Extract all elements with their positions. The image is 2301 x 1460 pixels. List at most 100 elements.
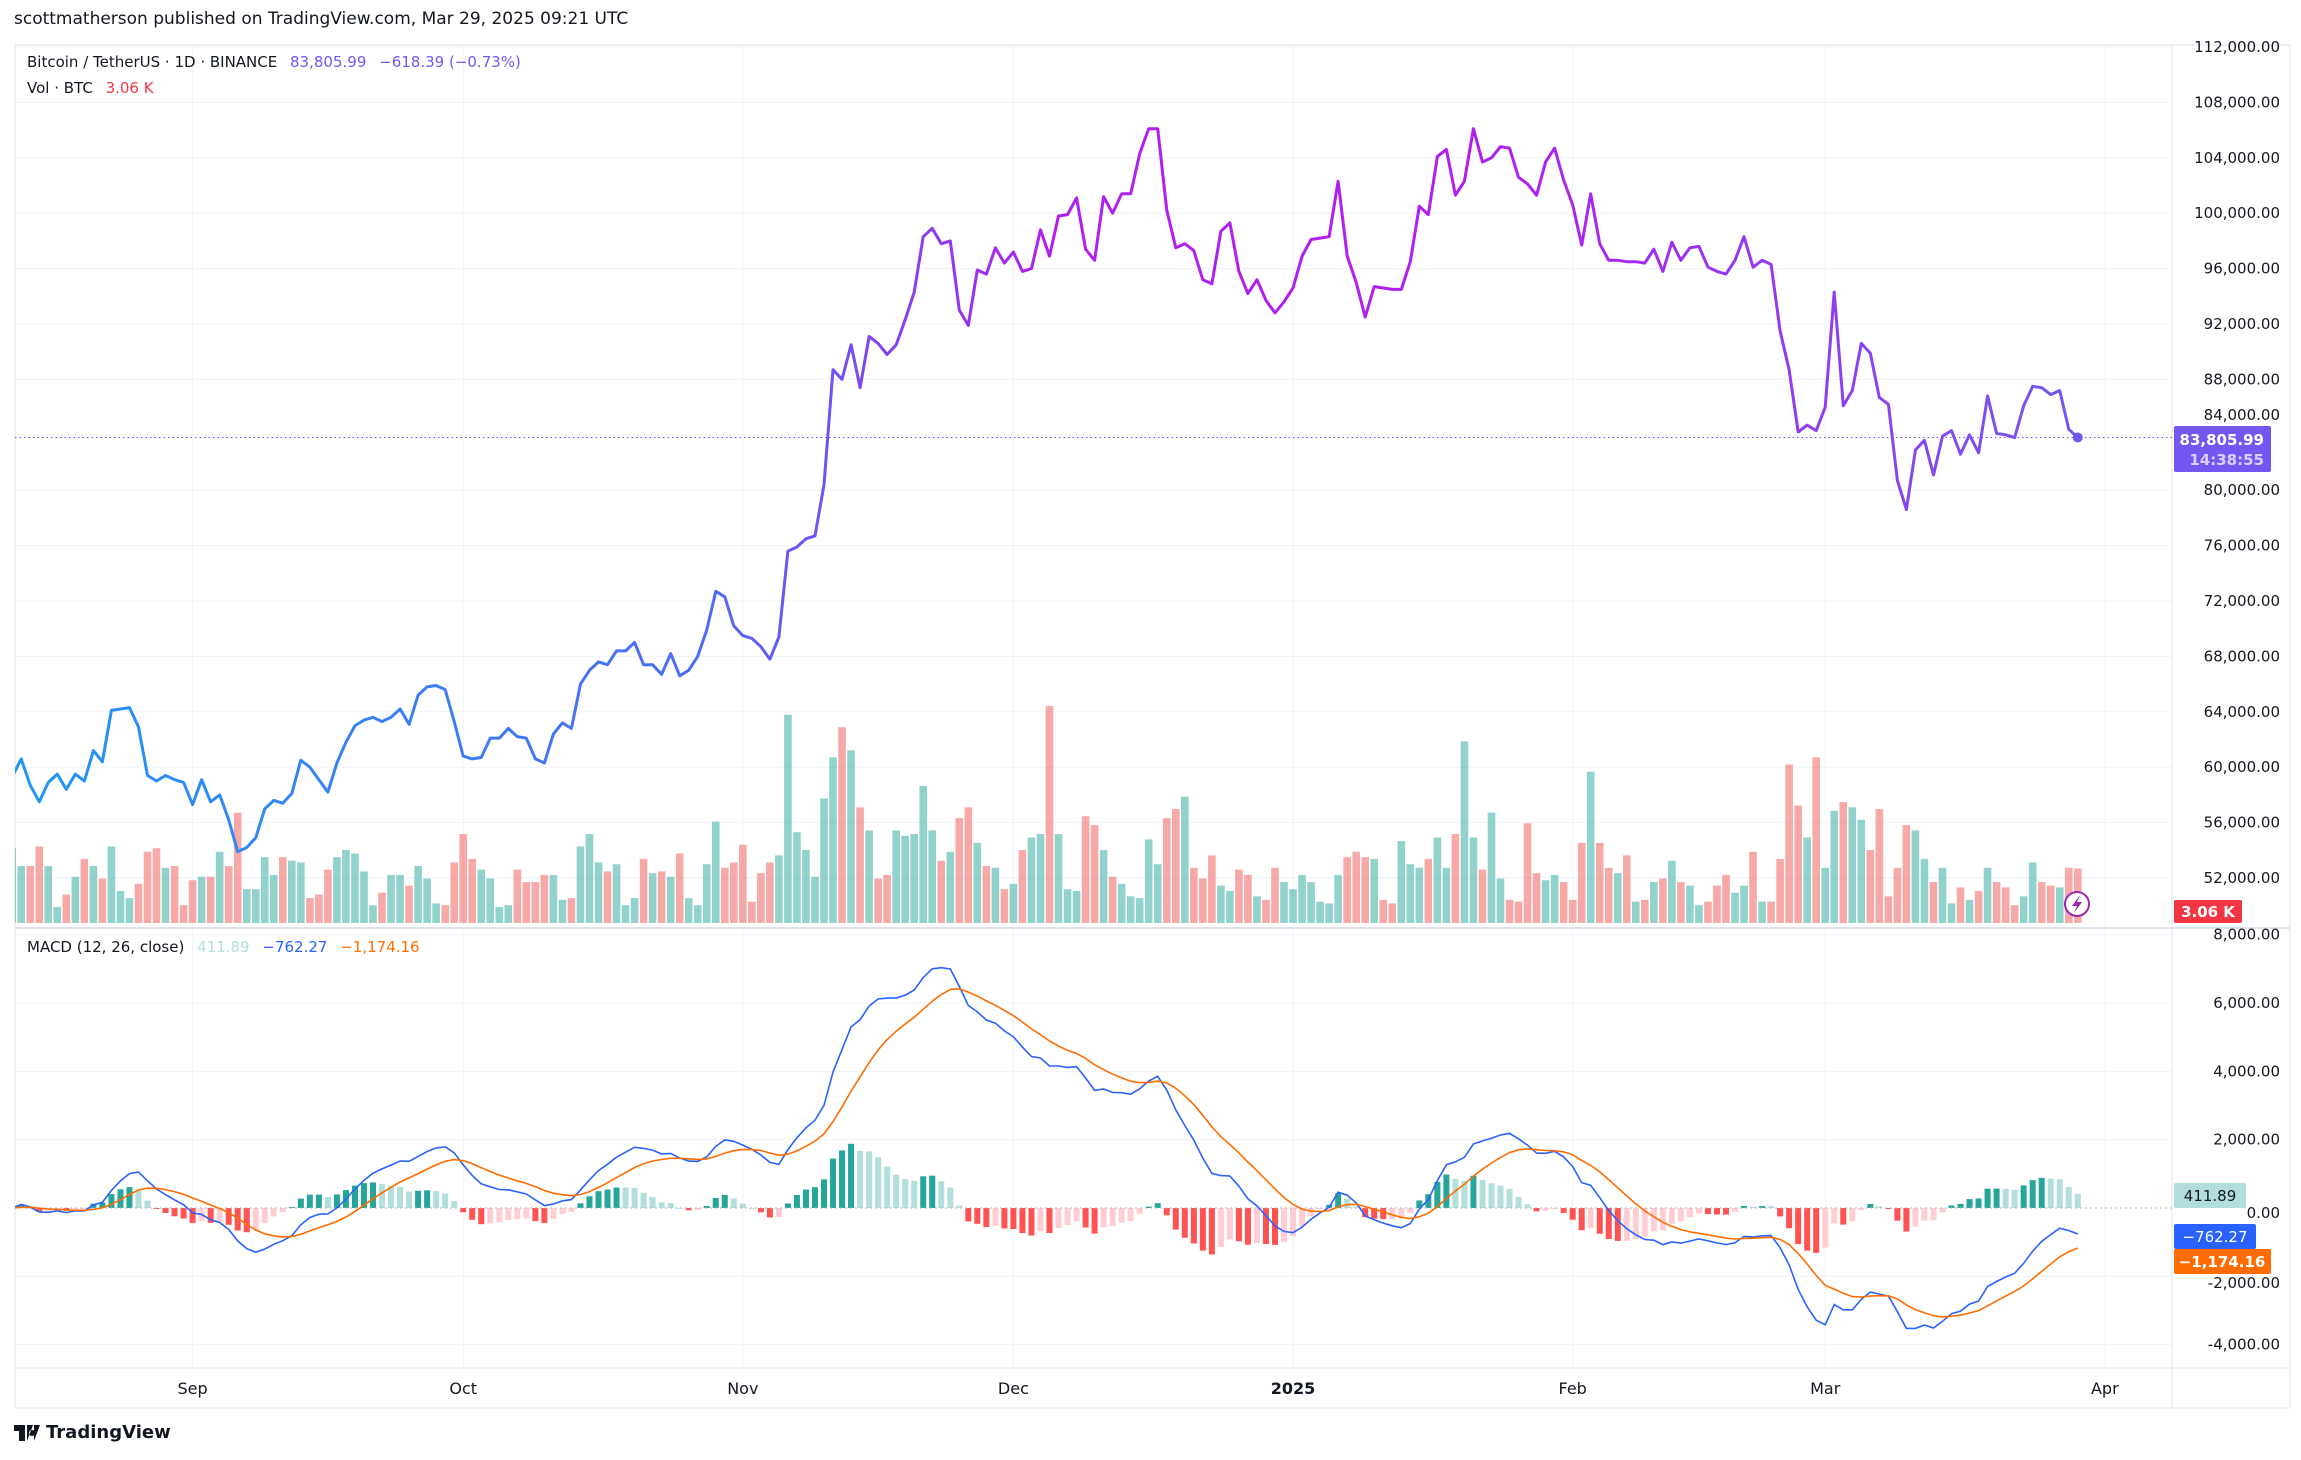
macd-hist-bar	[1037, 1208, 1044, 1232]
volume-bar	[1406, 864, 1415, 923]
volume-bar	[324, 869, 332, 923]
macd-hist-bar	[1226, 1208, 1233, 1240]
macd-hist-bar	[135, 1190, 142, 1208]
volume-bar	[1190, 867, 1198, 923]
volume-bar	[1325, 903, 1333, 923]
volume-bar	[757, 873, 765, 923]
symbol-legend[interactable]: Bitcoin / TetherUS · 1D · BINANCE 83,805…	[27, 53, 529, 71]
volume-bar	[288, 860, 296, 923]
macd-hist-bar	[180, 1208, 187, 1219]
macd-hist-bar	[947, 1187, 954, 1208]
volume-bar	[1514, 901, 1523, 923]
macd-hist-bar	[1786, 1208, 1793, 1229]
volume-bar	[1126, 896, 1135, 923]
volume-bar	[865, 830, 873, 923]
macd-hist-bar	[1732, 1208, 1739, 1212]
macd-hist-bar	[1867, 1203, 1874, 1208]
volume-bar	[1632, 901, 1640, 923]
volume-bar	[143, 851, 152, 923]
macd-hist-bar	[929, 1175, 936, 1208]
price-tick-label: 64,000.00	[2204, 703, 2280, 721]
volume-bar	[739, 844, 747, 923]
volume-bar	[1938, 867, 1947, 923]
macd-hist-bar	[1380, 1208, 1387, 1220]
macd-hist-bar	[1145, 1206, 1152, 1208]
price-tick-label: 92,000.00	[2204, 315, 2280, 333]
volume-bar	[1613, 873, 1622, 923]
macd-hist-value: 411.89	[197, 938, 250, 956]
macd-hist-bar	[1713, 1208, 1720, 1215]
macd-hist-bar	[1244, 1208, 1251, 1245]
volume-bar	[1749, 851, 1757, 923]
volume-bar	[1298, 874, 1306, 923]
tradingview-logo-icon	[14, 1424, 40, 1441]
time-tick-label: Mar	[1810, 1379, 1841, 1398]
macd-hist-bar	[1975, 1198, 1982, 1208]
macd-hist-bar	[1849, 1208, 1856, 1222]
macd-hist-bar	[297, 1198, 304, 1208]
macd-hist-bar	[1001, 1208, 1008, 1229]
price-tick-label: 72,000.00	[2204, 592, 2280, 610]
macd-hist-bar	[676, 1207, 683, 1209]
macd-hist-bar	[252, 1208, 259, 1231]
volume-bar	[603, 871, 612, 923]
macd-hist-bar	[595, 1191, 602, 1208]
lightning-icon[interactable]	[2064, 891, 2090, 917]
volume-bar	[80, 858, 89, 923]
macd-hist-bar	[956, 1205, 963, 1208]
volume-bar	[910, 834, 918, 923]
volume-bar	[811, 876, 819, 923]
macd-hist-bar	[1172, 1208, 1179, 1230]
macd-hist-bar	[1858, 1208, 1865, 1211]
macd-hist-bar	[460, 1208, 467, 1213]
volume-bar	[793, 832, 801, 923]
macd-hist-bar	[1506, 1188, 1513, 1208]
time-axis[interactable]: Sep Oct Nov Dec 2025 Feb Mar Apr	[178, 1379, 2120, 1398]
macd-title[interactable]: MACD (12, 26, close)	[27, 938, 185, 956]
volume-bar	[2028, 862, 2037, 923]
volume-bar	[1839, 801, 1848, 923]
price-axis[interactable]: 112,000.00 108,000.00 104,000.00 100,000.00…	[2194, 38, 2280, 887]
volume-bar	[396, 874, 404, 923]
volume-bar	[1460, 741, 1469, 923]
macd-tick-label: -4,000.00	[2208, 1336, 2280, 1354]
macd-hist-bar	[550, 1208, 557, 1219]
macd-hist-bar	[1704, 1208, 1711, 1215]
volume-bar	[53, 906, 62, 923]
macd-axis[interactable]: 8,000.00 6,000.00 4,000.00 2,000.00 0.00 -2,0…	[2208, 926, 2280, 1354]
volume-legend[interactable]: Vol · BTC 3.06 K	[27, 79, 162, 97]
macd-tick-label: -2,000.00	[2208, 1274, 2280, 1292]
macd-hist-bar	[1641, 1208, 1648, 1237]
tradingview-logo[interactable]: TradingView	[14, 1422, 171, 1443]
macd-legend[interactable]: MACD (12, 26, close) 411.89 −762.27 −1,1…	[27, 938, 428, 956]
symbol-title[interactable]: Bitcoin / TetherUS · 1D · BINANCE	[27, 53, 278, 71]
macd-hist-bar	[406, 1191, 413, 1208]
volume-bar	[711, 821, 720, 923]
macd-hist-bar	[1208, 1208, 1215, 1255]
macd-hist-bar	[839, 1150, 846, 1208]
macd-line	[15, 966, 2079, 1330]
macd-hist-bar	[1362, 1208, 1369, 1218]
macd-hist-bar	[1109, 1208, 1116, 1227]
volume-bar	[125, 898, 134, 923]
macd-hist-bar	[442, 1193, 449, 1208]
volume-title[interactable]: Vol · BTC	[27, 79, 93, 97]
macd-hist-bar	[1750, 1206, 1757, 1208]
macd-hist-bar	[15, 1208, 16, 1209]
macd-hist-bar	[1073, 1208, 1080, 1222]
legend-price: 83,805.99	[290, 53, 367, 71]
volume-bar	[540, 874, 549, 923]
volume-bar	[1677, 882, 1685, 923]
macd-hist-bar	[1046, 1208, 1053, 1234]
volume-bar	[1451, 834, 1460, 923]
volume-bar	[1171, 809, 1180, 923]
macd-hist-bar	[505, 1208, 512, 1220]
volume-bar	[459, 834, 467, 923]
time-tick-label: Sep	[178, 1379, 208, 1398]
volume-bar	[585, 834, 594, 923]
macd-hist-bar	[1308, 1208, 1315, 1217]
volume-bar	[1821, 867, 1830, 923]
macd-hist-bar	[1614, 1208, 1621, 1241]
time-tick-label: Feb	[1558, 1379, 1586, 1398]
